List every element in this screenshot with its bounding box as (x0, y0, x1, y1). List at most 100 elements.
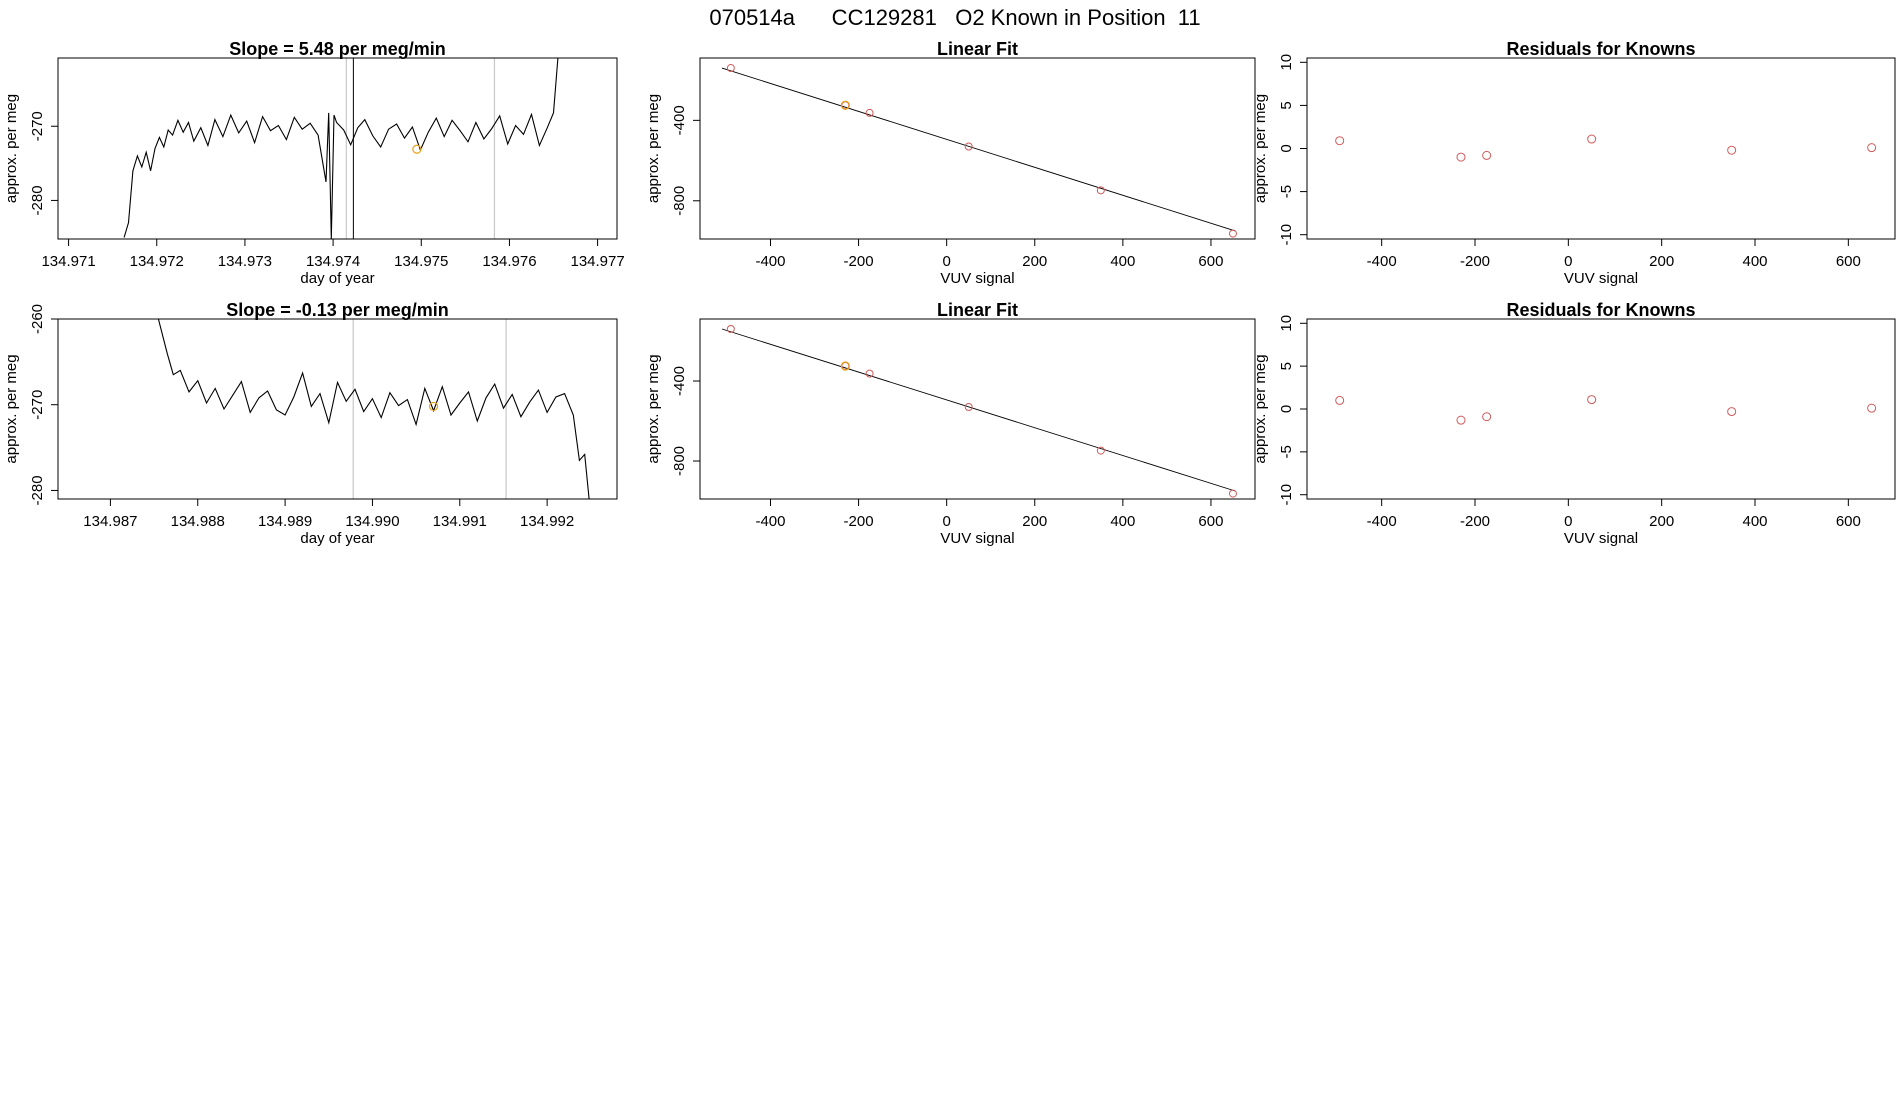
residual-point (1335, 395, 1345, 405)
x-tick-label: 0 (1564, 253, 1572, 270)
figure-title: 070514a CC129281 O2 Known in Position 11 (709, 5, 1200, 30)
x-tick-label: 134.972 (130, 253, 184, 270)
residual-point (1456, 152, 1466, 162)
residual-point (1482, 412, 1492, 422)
y-tick-label: -400 (671, 366, 688, 396)
chart-res1: -400 -200 0 200 400 600 10 5 0 -5 -10 Residuals for… (1252, 39, 1896, 287)
known-point (964, 142, 973, 151)
x-tick-label: 134.988 (171, 513, 225, 530)
known-point (726, 64, 735, 73)
y-tick-label: -10 (1278, 224, 1295, 246)
x-tick-label: -200 (1460, 513, 1490, 530)
y-tick-label: -280 (29, 475, 46, 505)
y-tick-label: -10 (1278, 484, 1295, 506)
y-axis-label: approx. per meg (1252, 354, 1269, 463)
x-tick-label: 134.976 (482, 253, 536, 270)
chart-panels: 134.971 134.972 134.973 134.974 134.975 134.9… (3, 39, 1896, 547)
plot-frame (57, 57, 618, 240)
residual-point (1482, 150, 1492, 160)
x-tick-label: -400 (1367, 253, 1397, 270)
known-point (1228, 229, 1237, 238)
x-tick-label: 0 (942, 513, 950, 530)
x-axis-label: VUV signal (940, 530, 1014, 547)
residual-point (1867, 403, 1877, 413)
x-tick-label: -200 (1460, 253, 1490, 270)
x-tick-label: 600 (1836, 253, 1861, 270)
x-axis-label: day of year (300, 270, 374, 287)
x-tick-label: 600 (1198, 513, 1223, 530)
sample-point (412, 144, 422, 154)
y-axis-label: approx. per meg (645, 94, 662, 203)
known-point (964, 403, 973, 411)
x-tick-label: 200 (1649, 253, 1674, 270)
chart-title: Linear Fit (937, 300, 1018, 320)
x-axis-label: VUV signal (940, 270, 1014, 287)
chart-ts2: 134.987 134.988 134.989 134.990 134.991 134.9… (3, 300, 618, 547)
y-axis-label: approx. per meg (645, 354, 662, 463)
plot-area (123, 58, 559, 239)
y-tick-label: -5 (1278, 445, 1295, 458)
y-tick-label: 10 (1278, 54, 1295, 71)
chart-fit1: -400 -200 0 200 400 600 -400 -800 Linear Fit VUV … (645, 39, 1256, 287)
x-axis-label: VUV signal (1564, 530, 1638, 547)
y-tick-label: -280 (29, 185, 46, 215)
chart-fit2: -400 -200 0 200 400 600 -400 -800 Linear Fit VUV … (645, 300, 1256, 547)
residual-point (1727, 407, 1737, 417)
y-axis-label: approx. per meg (3, 94, 20, 203)
plot-area (721, 64, 1237, 238)
y-tick-label: -800 (671, 446, 688, 476)
x-tick-label: 400 (1110, 513, 1135, 530)
x-tick-label: -200 (844, 513, 874, 530)
known-point (1096, 186, 1105, 195)
x-tick-label: 134.990 (345, 513, 399, 530)
plot-area (721, 325, 1237, 498)
plot-area (1335, 134, 1877, 162)
y-tick-label: -260 (29, 304, 46, 334)
x-tick-label: -400 (755, 513, 785, 530)
residual-point (1867, 143, 1877, 153)
y-tick-label: -270 (29, 390, 46, 420)
plot-frame (699, 57, 1256, 240)
known-point (1096, 446, 1105, 455)
sample-point (840, 361, 850, 371)
chart-title: Residuals for Knowns (1506, 39, 1695, 59)
x-tick-label: -200 (844, 253, 874, 270)
chart-res2: -400 -200 0 200 400 600 10 5 0 -5 -10 Residuals for… (1252, 300, 1896, 547)
plot-frame (699, 318, 1256, 500)
x-tick-label: 600 (1198, 253, 1223, 270)
x-tick-label: 600 (1836, 513, 1861, 530)
fit-line (721, 67, 1236, 232)
sample-point (428, 401, 439, 412)
x-tick-label: 134.977 (570, 253, 624, 270)
x-tick-label: -400 (755, 253, 785, 270)
chart-title: Slope = 5.48 per meg/min (229, 39, 446, 59)
plot-frame (1306, 57, 1896, 240)
x-tick-label: 0 (942, 253, 950, 270)
x-tick-label: 400 (1110, 253, 1135, 270)
x-tick-label: 200 (1022, 253, 1047, 270)
residual-point (1587, 395, 1597, 405)
x-tick-label: 134.992 (520, 513, 574, 530)
plot-frame (57, 318, 618, 500)
plot-frame (1306, 318, 1896, 500)
x-tick-label: -400 (1367, 513, 1397, 530)
known-point (865, 369, 874, 378)
x-tick-label: 134.973 (218, 253, 272, 270)
y-tick-label: 5 (1278, 101, 1295, 109)
residual-point (1727, 145, 1737, 155)
x-tick-label: 400 (1742, 513, 1767, 530)
fit-line (721, 328, 1236, 492)
x-tick-label: 134.989 (258, 513, 312, 530)
series-line-signal (123, 58, 559, 239)
x-tick-label: 134.987 (83, 513, 137, 530)
residual-point (1587, 134, 1597, 144)
chart-ts1: 134.971 134.972 134.973 134.974 134.975 134.9… (3, 39, 625, 287)
chart-title: Slope = -0.13 per meg/min (226, 300, 449, 320)
y-tick-label: -5 (1278, 185, 1295, 198)
y-tick-label: 5 (1278, 362, 1295, 370)
x-tick-label: 134.991 (433, 513, 487, 530)
residual-point (1335, 136, 1345, 146)
y-tick-label: 10 (1278, 315, 1295, 332)
y-tick-label: 0 (1278, 405, 1295, 413)
